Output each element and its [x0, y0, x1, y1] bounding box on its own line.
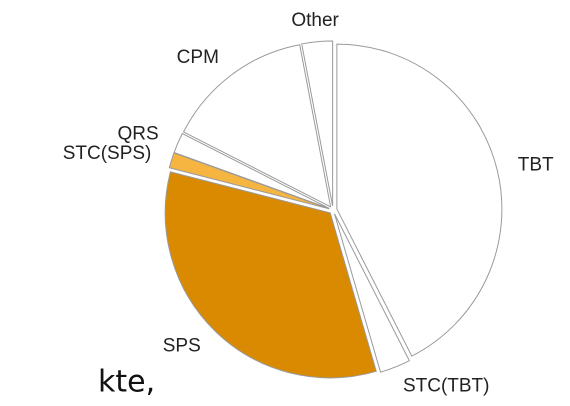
slice-label: SPS: [163, 335, 201, 356]
slice-label: STC(TBT): [403, 376, 490, 397]
slice-label: QRS: [117, 124, 158, 145]
slice-label: TBT: [518, 155, 554, 176]
slice-label: Other: [291, 10, 339, 31]
pie-slice: [336, 43, 503, 357]
fragment-text: kte,: [98, 365, 155, 400]
pie-slice: [164, 171, 377, 379]
slice-label: STC(SPS): [63, 143, 152, 164]
slice-label: CPM: [177, 47, 219, 68]
pie-slice: [173, 132, 330, 209]
pie-slice: [182, 44, 332, 208]
pie-slice: [333, 213, 411, 373]
pie-slice: [301, 40, 334, 207]
